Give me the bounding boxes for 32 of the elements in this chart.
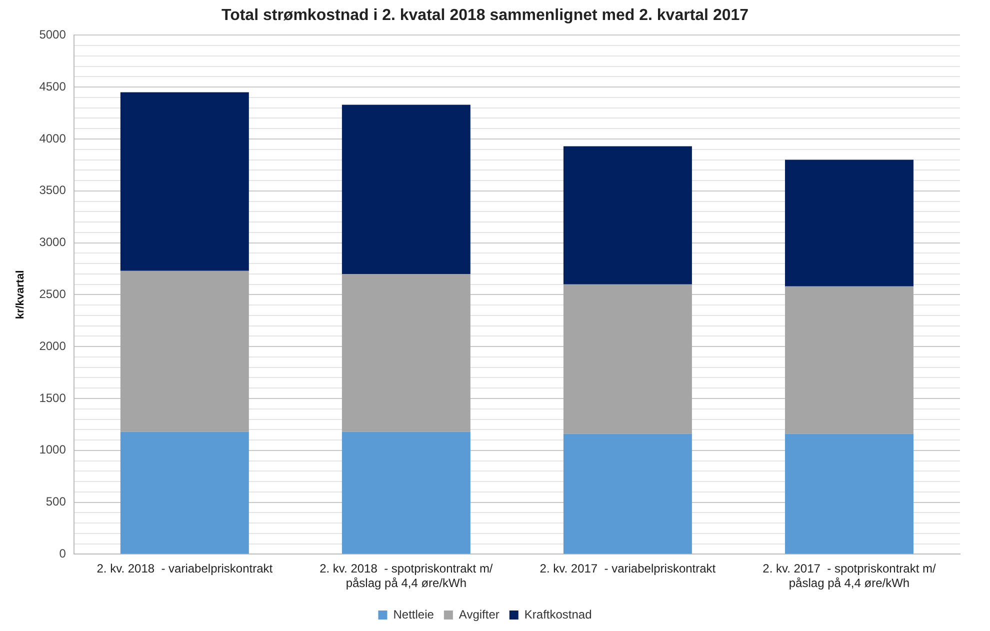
y-tick-label: 0 bbox=[59, 546, 66, 561]
y-axis-title: kr/kvartal bbox=[14, 270, 27, 320]
bar bbox=[563, 146, 692, 284]
y-tick-label: 500 bbox=[46, 494, 66, 509]
bar bbox=[784, 286, 914, 434]
y-tick-label: 2500 bbox=[39, 287, 66, 302]
bar bbox=[120, 92, 249, 271]
y-tick-label: 4000 bbox=[39, 131, 66, 146]
y-tick-label: 4500 bbox=[39, 79, 66, 94]
y-tick-label: 5000 bbox=[39, 28, 66, 42]
bar bbox=[563, 434, 692, 554]
bar bbox=[784, 434, 914, 554]
bar bbox=[342, 104, 470, 274]
bar bbox=[784, 160, 914, 286]
x-tick-label: 2. kv. 2018 - spotpriskontrakt m/ påslag på 4,4 øre/kWh bbox=[320, 562, 494, 590]
legend-label: Nettleie bbox=[393, 607, 434, 622]
x-tick-label: 2. kv. 2017 - spotpriskontrakt m/ påslag på 4,4 øre/kWh bbox=[762, 562, 936, 590]
y-tick-label: 1000 bbox=[39, 442, 66, 457]
y-tick-label: 3500 bbox=[39, 183, 66, 198]
legend-label: Kraftkostnad bbox=[524, 607, 592, 622]
bar bbox=[563, 284, 692, 434]
x-tick-label: 2. kv. 2018 - variabelpriskontrakt bbox=[96, 562, 274, 576]
bar bbox=[120, 432, 249, 554]
legend-label: Avgifter bbox=[458, 607, 500, 622]
bar bbox=[342, 274, 470, 432]
y-tick-label: 2000 bbox=[39, 338, 66, 353]
bar bbox=[120, 270, 249, 432]
bar bbox=[342, 432, 470, 554]
x-tick-label: 2. kv. 2017 - variabelpriskontrakt bbox=[540, 562, 716, 576]
y-tick-label: 1500 bbox=[39, 390, 66, 405]
chart-title: Total strømkostnad i 2. kvatal 2018 sammenlignet med 2. kvartal 2017 bbox=[221, 7, 749, 24]
y-tick-label: 3000 bbox=[39, 235, 66, 250]
